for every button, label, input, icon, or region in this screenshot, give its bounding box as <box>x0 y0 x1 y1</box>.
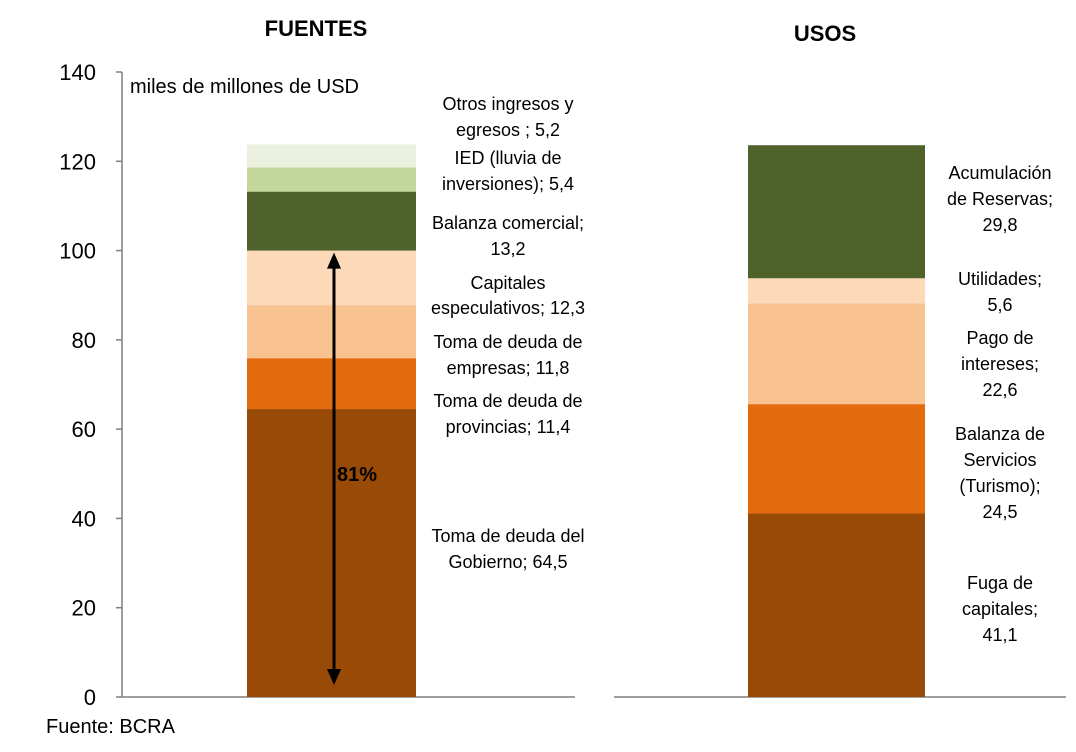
y-tick-label: 80 <box>72 328 96 353</box>
source-note: Fuente: BCRA <box>46 716 176 738</box>
bar-segment <box>247 167 416 192</box>
segment-label-line: capitales; <box>962 599 1038 619</box>
segment-label-line: 5,6 <box>987 295 1012 315</box>
y-tick-label: 40 <box>72 506 96 531</box>
y-tick-label: 120 <box>59 149 96 174</box>
segment-label-line: Balanza de <box>955 424 1045 444</box>
bar-segment <box>748 303 925 405</box>
segment-label-line: 29,8 <box>982 215 1017 235</box>
bars <box>247 144 925 697</box>
segment-label-line: Utilidades; <box>958 269 1042 289</box>
segment-label-line: Fuga de <box>967 573 1033 593</box>
segment-label-line: IED (lluvia de <box>454 148 561 168</box>
panel-title: USOS <box>794 21 856 46</box>
segment-label-line: Capitales <box>470 273 545 293</box>
y-tick-label: 60 <box>72 417 96 442</box>
segment-label-line: provincias; 11,4 <box>446 417 571 437</box>
segment-labels: Toma de deuda del Gobierno; 64,5 Toma de d… <box>431 94 1053 645</box>
bracket-arrow-head-bottom <box>327 669 341 685</box>
bar-segment <box>247 191 416 251</box>
bar-segment <box>748 513 925 697</box>
y-axis: 0 20 40 60 80 100 120 140 FUENTES USOS <box>59 16 1066 710</box>
unit-label: miles de millones de USD <box>130 76 359 98</box>
segment-label-line: Balanza comercial; <box>432 213 584 233</box>
y-tick-label: 20 <box>72 596 96 621</box>
segment-label-line: Acumulación <box>948 163 1051 183</box>
segment-label-line: inversiones); 5,4 <box>442 174 574 194</box>
y-tick-label: 100 <box>59 239 96 264</box>
segment-label-line: 24,5 <box>982 502 1017 522</box>
bracket-arrow-head-top <box>327 252 341 269</box>
segment-label-line: empresas; 11,8 <box>447 358 570 378</box>
segment-label-line: 22,6 <box>982 380 1017 400</box>
segment-label-line: Otros ingresos y <box>442 94 573 114</box>
segment-label-line: intereses; <box>961 354 1039 374</box>
bar-segment <box>748 278 925 304</box>
segment-label-line: Toma de deuda del <box>431 526 584 546</box>
segment-label-line: 41,1 <box>982 625 1017 645</box>
bar-segment <box>748 404 925 514</box>
bar-segment <box>247 305 416 359</box>
segment-label-line: Toma de deuda de <box>433 332 582 352</box>
segment-label-line: de Reservas; <box>947 189 1053 209</box>
segment-label-line: (Turismo); <box>959 476 1040 496</box>
segment-label-line: 13,2 <box>490 239 525 259</box>
segment-label-line: especulativos; 12,3 <box>431 298 585 318</box>
y-tick-label: 140 <box>59 60 96 85</box>
bracket-percent-label: 81% <box>337 464 377 486</box>
segment-label-line: egresos ; 5,2 <box>456 120 560 140</box>
bar-segment <box>247 144 416 168</box>
annotations: miles de millones de USD Fuente: BCRA 81… <box>46 76 377 738</box>
y-tick-label: 0 <box>84 685 96 710</box>
bar-segment <box>247 409 416 697</box>
bar-segment <box>247 358 416 410</box>
segment-label-line: Servicios <box>963 450 1036 470</box>
segment-label-line: Toma de deuda de <box>433 391 582 411</box>
segment-label-line: Gobierno; 64,5 <box>448 552 567 572</box>
segment-label-line: Pago de <box>966 328 1033 348</box>
panel-title: FUENTES <box>265 16 368 41</box>
bar-segment <box>748 145 925 279</box>
